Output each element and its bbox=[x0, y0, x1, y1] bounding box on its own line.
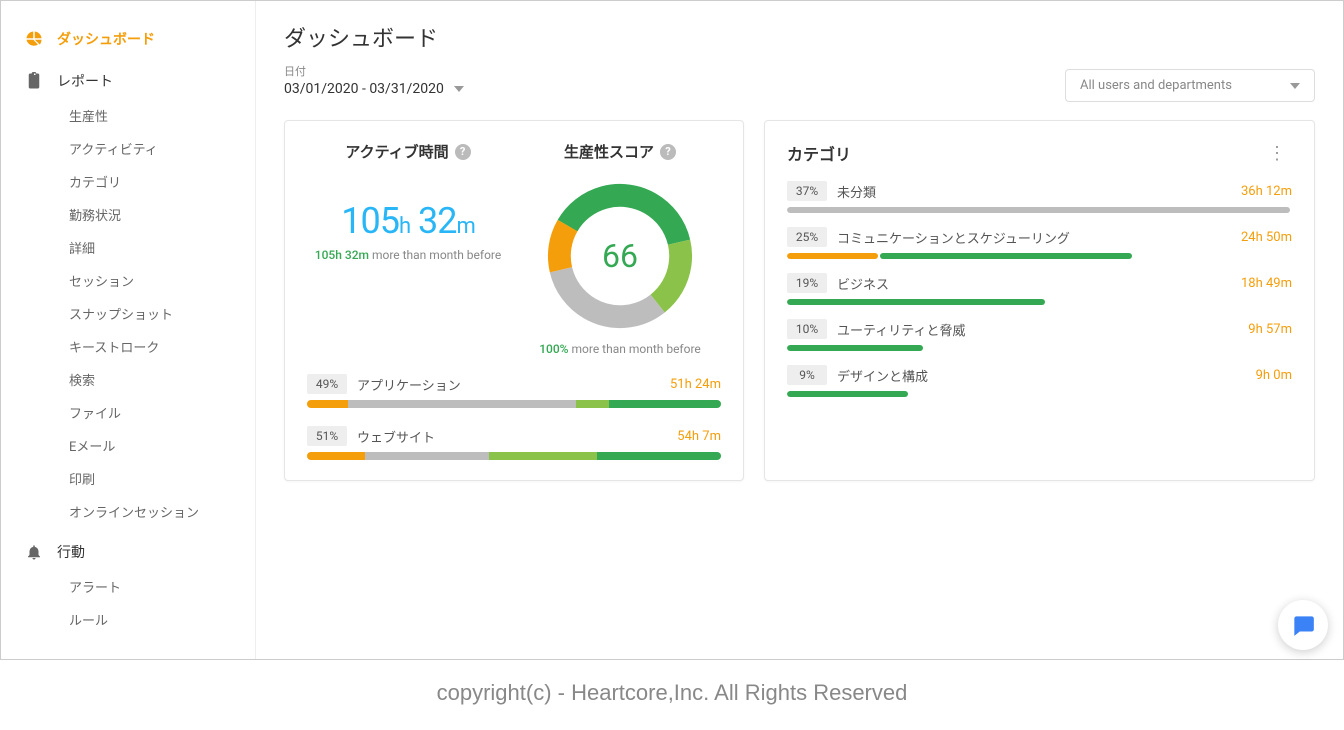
main-content: ダッシュボード 日付 03/01/2020 - 03/31/2020 All u… bbox=[256, 1, 1343, 659]
pie-chart-icon bbox=[25, 30, 43, 48]
sidebar-item[interactable]: アクティビティ bbox=[69, 132, 255, 165]
chevron-down-icon bbox=[454, 86, 464, 92]
breakdown-label: ウェブサイト bbox=[357, 427, 667, 446]
category-label: 未分類 bbox=[837, 182, 1231, 201]
pct-badge: 37% bbox=[787, 181, 827, 201]
category-time: 36h 12m bbox=[1241, 184, 1292, 199]
sidebar-item[interactable]: ルール bbox=[69, 603, 255, 636]
category-time: 24h 50m bbox=[1241, 230, 1292, 245]
date-range-value: 03/01/2020 - 03/31/2020 bbox=[284, 81, 444, 97]
date-range-label: 日付 bbox=[284, 63, 464, 79]
active-time-title: アクティブ時間 bbox=[345, 141, 448, 162]
sidebar-section-behavior[interactable]: 行動 bbox=[25, 534, 255, 570]
category-label: ユーティリティと脅威 bbox=[837, 320, 1238, 339]
chevron-down-icon bbox=[1290, 83, 1300, 89]
categories-title: カテゴリ bbox=[787, 141, 851, 165]
category-label: デザインと構成 bbox=[837, 366, 1246, 385]
sidebar-section-reports[interactable]: レポート bbox=[25, 63, 255, 99]
sidebar-item[interactable]: セッション bbox=[69, 264, 255, 297]
sidebar-section-label: 行動 bbox=[57, 542, 85, 562]
sidebar-item[interactable]: アラート bbox=[69, 570, 255, 603]
date-range-picker[interactable]: 日付 03/01/2020 - 03/31/2020 bbox=[284, 63, 464, 102]
category-label: ビジネス bbox=[837, 274, 1231, 293]
category-bar bbox=[787, 253, 1292, 259]
breakdown-row[interactable]: 51% ウェブサイト 54h 7m bbox=[307, 426, 721, 460]
pct-badge: 25% bbox=[787, 227, 827, 247]
sidebar-item[interactable]: スナップショット bbox=[69, 297, 255, 330]
category-time: 18h 49m bbox=[1241, 276, 1292, 291]
category-row[interactable]: 37% 未分類 36h 12m bbox=[787, 181, 1292, 213]
category-bar bbox=[787, 207, 1292, 213]
bell-icon bbox=[25, 543, 43, 561]
sidebar-item-dashboard[interactable]: ダッシュボード bbox=[25, 21, 255, 57]
breakdown-bar bbox=[307, 400, 721, 408]
sidebar-item[interactable]: オンラインセッション bbox=[69, 495, 255, 528]
sidebar-item[interactable]: 印刷 bbox=[69, 462, 255, 495]
category-row[interactable]: 25% コミュニケーションとスケジューリング 24h 50m bbox=[787, 227, 1292, 259]
pct-badge: 9% bbox=[787, 365, 827, 385]
sidebar-section-label: レポート bbox=[57, 71, 113, 91]
breakdown-time: 51h 24m bbox=[670, 377, 721, 392]
active-time-compare: 105h 32m more than month before bbox=[307, 248, 509, 262]
score-donut-chart: 66 bbox=[540, 176, 700, 336]
category-bar bbox=[787, 299, 1292, 305]
categories-card: カテゴリ ⋮ 37% 未分類 36h 12m 25% コミュニケーションとスケジューリン… bbox=[764, 120, 1315, 481]
sidebar-item[interactable]: 検索 bbox=[69, 363, 255, 396]
sidebar-item[interactable]: カテゴリ bbox=[69, 165, 255, 198]
category-row[interactable]: 9% デザインと構成 9h 0m bbox=[787, 365, 1292, 397]
chat-button[interactable] bbox=[1278, 600, 1328, 650]
sidebar-item[interactable]: 勤務状況 bbox=[69, 198, 255, 231]
breakdown-label: アプリケーション bbox=[357, 375, 660, 394]
more-options-icon[interactable]: ⋮ bbox=[1264, 143, 1292, 164]
sidebar-item[interactable]: キーストローク bbox=[69, 330, 255, 363]
users-filter-dropdown[interactable]: All users and departments bbox=[1065, 69, 1315, 102]
active-time-value: 105h 32m bbox=[307, 200, 509, 242]
breakdown-bar bbox=[307, 452, 721, 460]
breakdown-time: 54h 7m bbox=[677, 429, 721, 444]
sidebar-item[interactable]: ファイル bbox=[69, 396, 255, 429]
copyright-text: copyright(c) - Heartcore,Inc. All Rights… bbox=[0, 660, 1344, 726]
chat-icon bbox=[1290, 612, 1316, 638]
clipboard-icon bbox=[25, 72, 43, 90]
pct-badge: 19% bbox=[787, 273, 827, 293]
page-title: ダッシュボード bbox=[284, 21, 1315, 53]
pct-badge: 49% bbox=[307, 374, 347, 394]
pct-badge: 10% bbox=[787, 319, 827, 339]
sidebar-item[interactable]: 生産性 bbox=[69, 99, 255, 132]
category-bar bbox=[787, 391, 1292, 397]
filter-placeholder: All users and departments bbox=[1080, 78, 1232, 93]
category-row[interactable]: 10% ユーティリティと脅威 9h 57m bbox=[787, 319, 1292, 351]
breakdown-row[interactable]: 49% アプリケーション 51h 24m bbox=[307, 374, 721, 408]
sidebar: ダッシュボード レポート 生産性アクティビティカテゴリ勤務状況詳細セッションスナ… bbox=[1, 1, 256, 659]
pct-badge: 51% bbox=[307, 426, 347, 446]
help-icon[interactable]: ? bbox=[660, 144, 676, 160]
category-time: 9h 0m bbox=[1256, 368, 1292, 383]
sidebar-item-label: ダッシュボード bbox=[57, 29, 155, 49]
category-label: コミュニケーションとスケジューリング bbox=[837, 228, 1231, 247]
category-bar bbox=[787, 345, 1292, 351]
category-time: 9h 57m bbox=[1248, 322, 1292, 337]
active-time-card: アクティブ時間 ? 105h 32m 105h 32m more than mo… bbox=[284, 120, 744, 481]
sidebar-item[interactable]: Eメール bbox=[69, 429, 255, 462]
score-value: 66 bbox=[602, 237, 638, 275]
category-row[interactable]: 19% ビジネス 18h 49m bbox=[787, 273, 1292, 305]
help-icon[interactable]: ? bbox=[455, 144, 471, 160]
sidebar-item[interactable]: 詳細 bbox=[69, 231, 255, 264]
